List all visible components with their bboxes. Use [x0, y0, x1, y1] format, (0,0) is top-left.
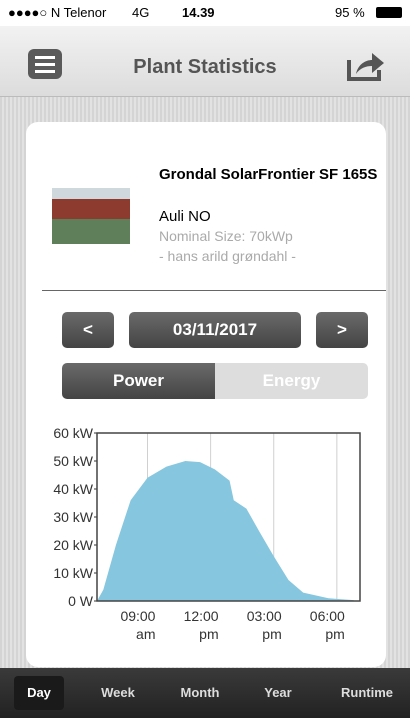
plant-card: Grondal SolarFrontier SF 165S Auli NO No… — [26, 122, 386, 667]
menu-button[interactable] — [28, 49, 62, 79]
prev-date-button[interactable]: < — [62, 312, 114, 348]
next-date-button[interactable]: > — [316, 312, 368, 348]
plant-owner: - hans arild grøndahl - — [159, 248, 296, 264]
header-title: Plant Statistics — [133, 56, 277, 78]
clock: 14.39 — [182, 5, 215, 20]
power-toggle[interactable]: Power — [62, 363, 215, 399]
tab[interactable]: Month — [180, 685, 220, 700]
status-bar: ●●●●○ N Telenor 4G 14.39 95 % — [0, 0, 410, 26]
tab-bar: Day Week Month Year Runtime — [0, 668, 410, 718]
battery-level: 95 % — [335, 5, 365, 20]
energy-toggle[interactable]: Energy — [215, 363, 368, 399]
tab[interactable]: Week — [101, 685, 135, 700]
share-button[interactable] — [346, 48, 386, 82]
battery-icon — [376, 7, 402, 18]
tab[interactable]: Day — [14, 676, 64, 710]
carrier: ●●●●○ N Telenor — [8, 5, 107, 20]
plant-photo — [52, 188, 130, 244]
plant-location: Auli NO — [159, 208, 211, 225]
divider — [42, 290, 386, 291]
tab[interactable]: Runtime — [341, 685, 393, 700]
header: Plant Statistics — [0, 26, 410, 97]
tab[interactable]: Year — [264, 685, 292, 700]
network: 4G — [132, 5, 150, 20]
plant-name: Grondal SolarFrontier SF 165S — [159, 166, 378, 183]
date-button[interactable]: 03/11/2017 — [129, 312, 301, 348]
plant-size: Nominal Size: 70kWp — [159, 228, 293, 244]
